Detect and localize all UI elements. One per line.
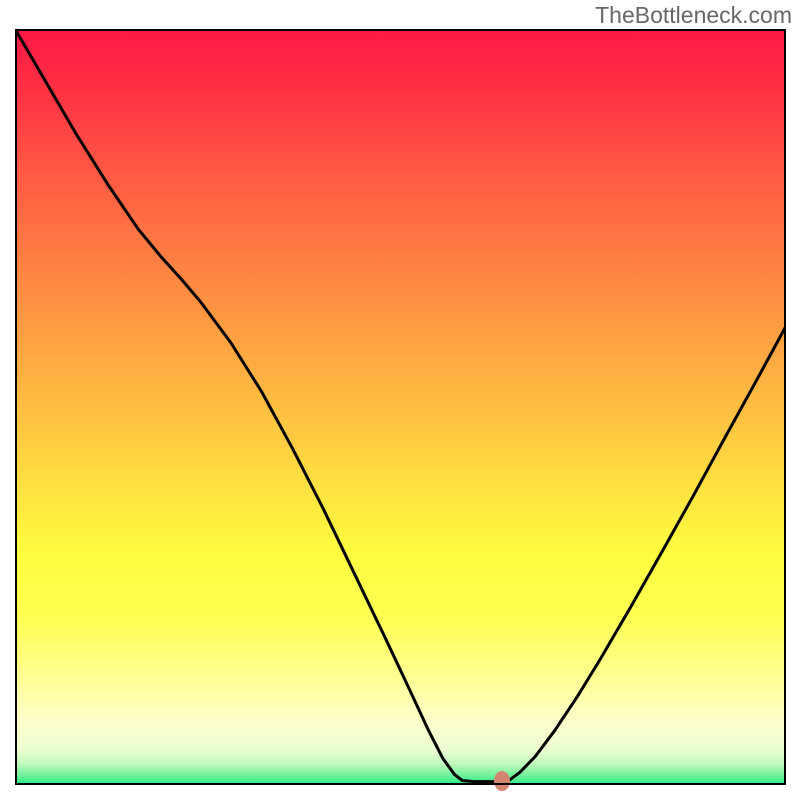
plot-border-left [15, 29, 17, 785]
plot-area [15, 29, 786, 785]
plot-border-bottom [15, 783, 786, 785]
curve-path [15, 29, 786, 782]
optimum-marker [494, 771, 510, 791]
plot-border-top [15, 29, 786, 31]
chart-container: TheBottleneck.com [0, 0, 800, 800]
bottleneck-curve [15, 29, 786, 785]
plot-border-right [784, 29, 786, 785]
watermark-text: TheBottleneck.com [595, 2, 792, 29]
